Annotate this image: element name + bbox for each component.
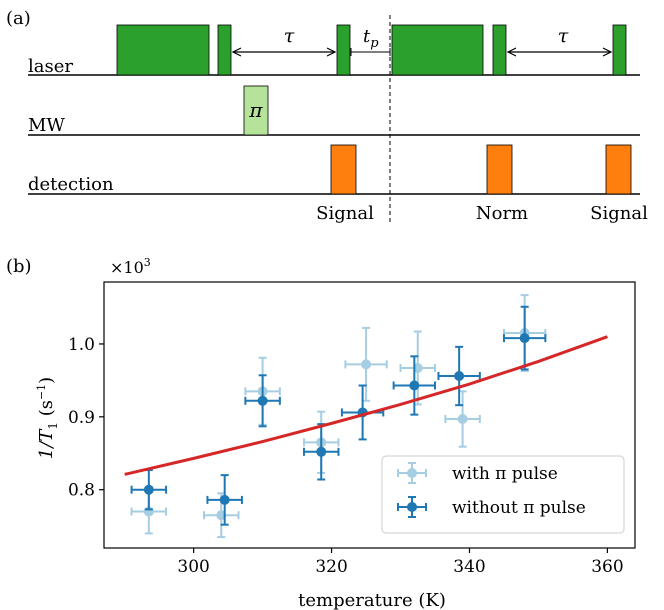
tau-label-1: τ xyxy=(284,25,295,47)
legend: with π pulse without π pulse xyxy=(382,456,624,533)
signal-label-2: Signal xyxy=(590,203,648,224)
detection-window-signal-2 xyxy=(606,145,631,194)
laser-pulse-reinit xyxy=(392,25,483,75)
panel-a-label: (a) xyxy=(6,8,31,29)
tp-label: tp xyxy=(363,26,379,51)
x-tick-label: 360 xyxy=(591,557,623,577)
tau-arrow-1 xyxy=(233,48,335,56)
x-tick-label: 320 xyxy=(315,557,347,577)
panel-b: (b) ×103 300 320 340 360 0.8 0.9 1.0 temperatu… xyxy=(6,256,635,610)
pi-label: π xyxy=(248,98,263,122)
row-label-laser: laser xyxy=(28,56,73,77)
data-point xyxy=(458,414,468,424)
legend-label-without-pi: without π pulse xyxy=(452,498,586,518)
data-point xyxy=(361,359,371,369)
x-axis-label: temperature (K) xyxy=(298,590,446,610)
laser-pulse-readout-4 xyxy=(613,25,626,75)
laser-pulse-init xyxy=(117,25,209,75)
y-tick-label: 0.8 xyxy=(68,481,95,501)
detection-window-signal-1 xyxy=(331,145,356,194)
data-point xyxy=(316,447,326,457)
y-tick-label: 1.0 xyxy=(68,335,95,355)
panel-a: (a) laser MW detection π Signal Norm xyxy=(6,8,648,224)
y-tick-label: 0.9 xyxy=(68,408,95,428)
tau-label-2: τ xyxy=(558,25,569,47)
axis-multiplier: ×103 xyxy=(110,256,151,277)
data-point xyxy=(258,396,268,406)
data-point xyxy=(454,371,464,381)
row-label-mw: MW xyxy=(28,115,65,136)
tau-arrow-2 xyxy=(508,48,611,56)
data-point xyxy=(144,485,154,495)
laser-pulse-readout-2 xyxy=(337,25,350,75)
data-point xyxy=(409,380,419,390)
x-tick-label: 300 xyxy=(177,557,209,577)
data-point xyxy=(220,495,230,505)
data-point xyxy=(520,333,530,343)
legend-label-with-pi: with π pulse xyxy=(452,464,558,484)
y-axis-label: 1/T1 (s−1) xyxy=(35,377,60,459)
signal-label-1: Signal xyxy=(316,203,374,224)
plot-area: 300 320 340 360 0.8 0.9 1.0 xyxy=(68,295,624,577)
norm-label: Norm xyxy=(476,203,528,224)
detection-window-norm xyxy=(487,145,512,194)
row-label-detection: detection xyxy=(28,174,114,195)
x-tick-label: 340 xyxy=(453,557,485,577)
panel-b-label: (b) xyxy=(6,256,32,277)
laser-pulse-readout-1 xyxy=(218,25,231,75)
laser-pulse-readout-3 xyxy=(493,25,506,75)
